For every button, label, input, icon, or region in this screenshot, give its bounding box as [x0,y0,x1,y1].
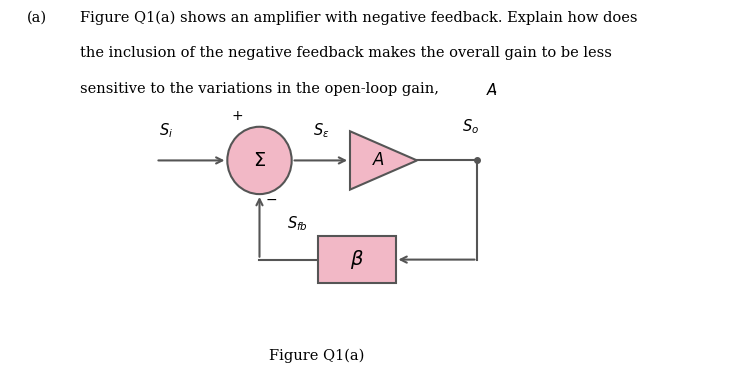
Text: .: . [493,82,497,96]
Text: Figure Q1(a): Figure Q1(a) [269,348,364,363]
Text: $S_o$: $S_o$ [462,117,480,136]
Text: sensitive to the variations in the open-loop gain,: sensitive to the variations in the open-… [80,82,444,96]
FancyBboxPatch shape [318,236,395,283]
Text: $\beta$: $\beta$ [349,248,363,271]
Polygon shape [350,131,417,190]
Text: $+$: $+$ [231,109,243,123]
Ellipse shape [227,127,292,194]
Text: $\Sigma$: $\Sigma$ [253,151,266,170]
Text: $S_i$: $S_i$ [159,121,173,140]
Text: Figure Q1(a) shows an amplifier with negative feedback. Explain how does: Figure Q1(a) shows an amplifier with neg… [80,11,638,25]
Text: (a): (a) [27,11,47,25]
Text: $-$: $-$ [265,192,277,206]
Text: $S_{fb}$: $S_{fb}$ [287,214,308,233]
Text: $A$: $A$ [371,152,385,169]
Text: $S_\varepsilon$: $S_\varepsilon$ [313,121,329,140]
Text: $A$: $A$ [486,82,498,98]
Text: the inclusion of the negative feedback makes the overall gain to be less: the inclusion of the negative feedback m… [80,46,613,60]
